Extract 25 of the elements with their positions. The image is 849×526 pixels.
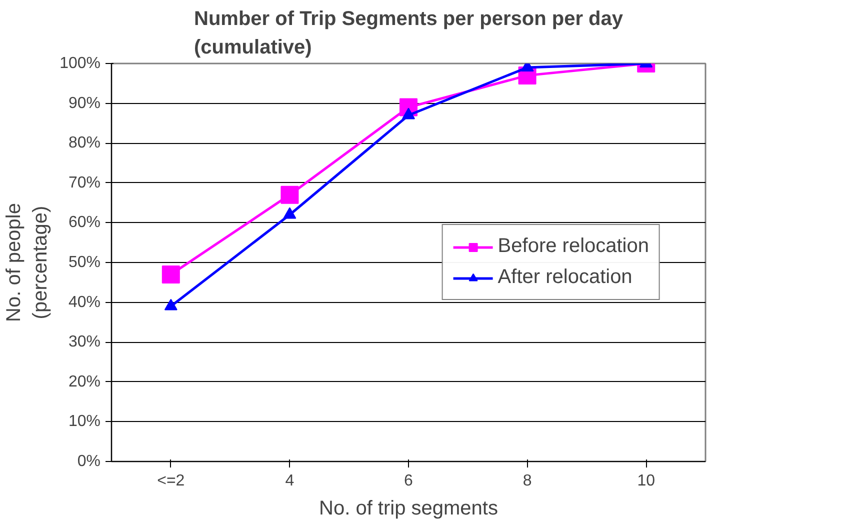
x-tick-label: 8 (522, 472, 532, 490)
x-tick-label: 4 (285, 472, 294, 490)
y-tick-label: 20% (68, 373, 101, 390)
y-tick-label: 10% (68, 413, 101, 430)
y-tick-label: 70% (68, 174, 101, 192)
x-tick-label: 6 (404, 472, 414, 490)
legend-label: Before relocation (498, 235, 649, 258)
y-tick-label: 100% (60, 55, 100, 72)
y-tick-label: 40% (68, 294, 101, 311)
point (280, 186, 299, 204)
point (283, 207, 296, 219)
x-tick-label: <=2 (157, 472, 185, 490)
legend-label: After relocation (498, 266, 632, 289)
point (164, 298, 178, 310)
y-axis-title: No. of people (percentage) (3, 203, 52, 322)
y-tick-label: 30% (68, 334, 101, 351)
y-tick-label: 50% (68, 254, 101, 271)
y-tick-label: 90% (68, 94, 101, 112)
x-tick-label: 10 (637, 472, 656, 490)
y-tick-label: 60% (68, 214, 101, 232)
point (162, 265, 180, 284)
chart-title: Number of Trip Segments per person per day (cumulative) (194, 8, 624, 58)
y-tick-label: 80% (68, 134, 101, 152)
y-tick-label: 0% (77, 453, 100, 470)
x-axis-title: No. of trip segments (319, 498, 498, 520)
